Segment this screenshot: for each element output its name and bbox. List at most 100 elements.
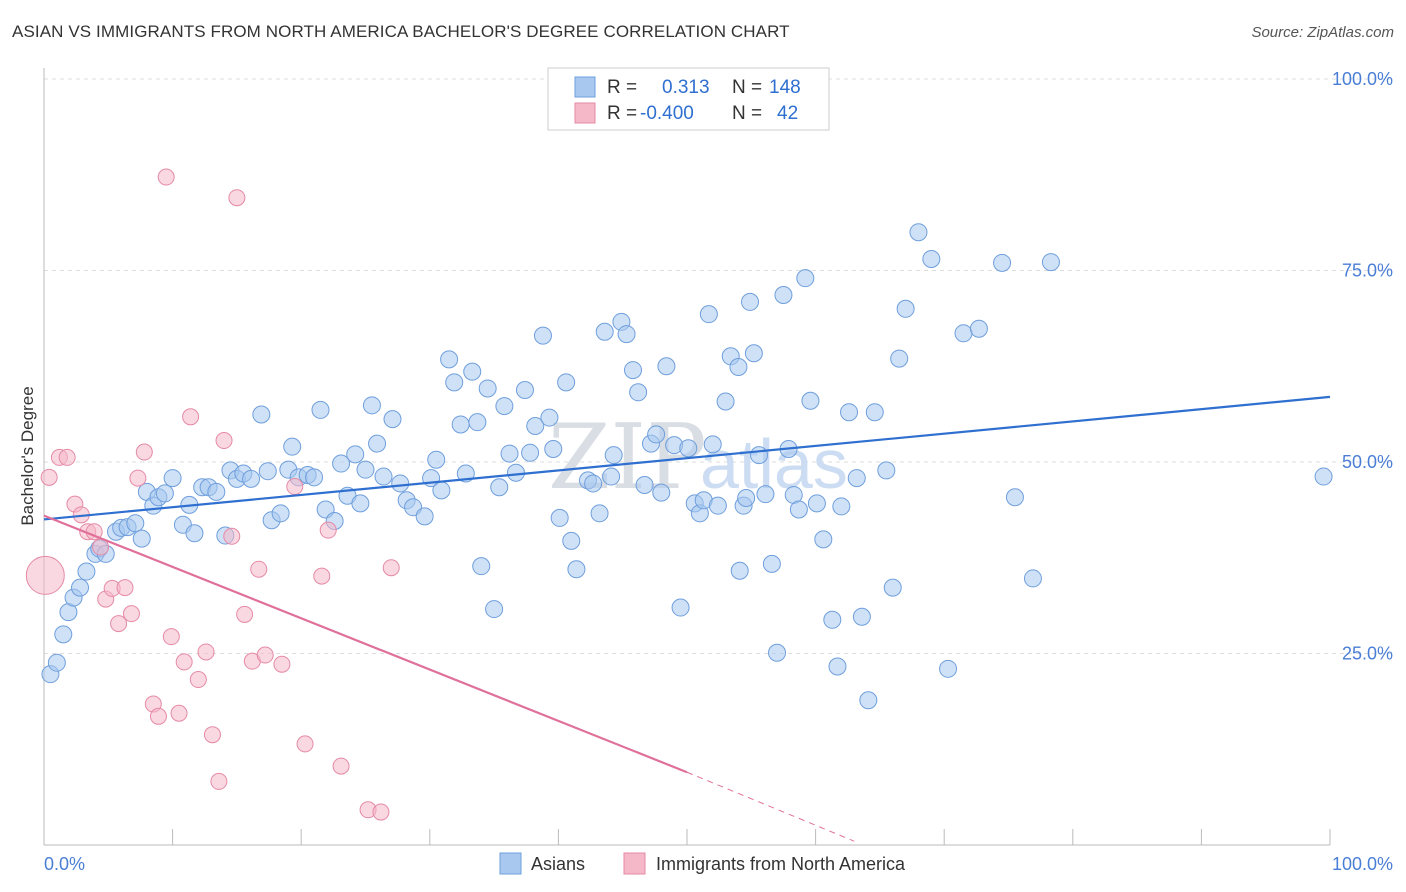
legend-r-label-2: R = [607,103,637,124]
data-point-asians [741,292,760,311]
legend-swatch-asians [574,76,596,98]
data-point-asians [1005,488,1024,507]
data-point-asians [271,504,290,523]
data-point-asians [383,410,402,429]
data-point-asians [629,383,648,402]
data-point-asians [744,344,763,363]
data-point-immigrants [175,653,193,671]
legend-r-value-2: -0.400 [640,103,694,124]
y-tick-label: 100.0% [1332,69,1393,89]
data-point-asians [859,691,878,710]
data-point-asians [77,562,96,581]
data-point-immigrants-large [25,555,65,595]
trend-line-immigrants [43,514,688,774]
data-point-asians [468,413,487,432]
data-point-asians [993,253,1012,272]
data-point-asians [584,474,603,493]
legend-box: R = 0.313 N = 148 R = -0.400 N = 42 [547,67,830,131]
series-asians-points [41,223,1333,710]
data-point-asians [852,607,871,626]
chart-title: ASIAN VS IMMIGRANTS FROM NORTH AMERICA B… [12,22,790,41]
data-point-asians [207,482,226,501]
data-point-immigrants [40,468,58,486]
data-point-asians [451,415,470,434]
data-point-immigrants [182,408,200,426]
watermark-zip: ZIP [548,405,707,510]
data-point-asians [332,454,351,473]
data-point-immigrants [157,168,175,186]
y-tick-label: 25.0% [1342,644,1393,664]
legend-n-value-1: 148 [769,77,801,98]
data-point-asians [922,250,941,269]
data-point-asians [840,403,859,422]
data-point-asians [506,463,525,482]
data-point-asians [132,529,151,548]
data-point-asians [716,392,735,411]
data-point-immigrants [129,469,147,487]
data-point-immigrants [236,605,254,623]
data-point-asians [305,468,324,487]
data-point-immigrants [256,646,274,664]
data-point-asians [374,467,393,486]
data-point-asians [671,598,690,617]
data-point-asians [155,484,174,503]
data-point-asians [544,439,563,458]
data-point-asians [283,437,302,456]
data-point-asians [1314,467,1333,486]
data-point-asians [737,489,756,508]
data-point-asians [652,483,671,502]
data-point-asians [890,349,909,368]
data-point-asians [730,561,749,580]
data-point-asians [729,358,748,377]
data-point-asians [242,469,261,488]
tick-labels: 100.0% 75.0% 50.0% 25.0% 0.0% 100.0% [44,69,1393,874]
data-point-asians [351,494,370,513]
data-point-asians [472,557,491,576]
series-immigrants-points [25,168,400,821]
data-point-asians [756,485,775,504]
data-point-asians [368,434,387,453]
data-point-asians [595,322,614,341]
data-point-asians [185,524,204,543]
data-point-immigrants [223,527,241,545]
trend-line-immigrants-extension [686,771,855,842]
data-point-asians [847,469,866,488]
data-point-asians [865,403,884,422]
data-point-asians [679,439,698,458]
data-point-asians [445,373,464,392]
data-point-asians [617,325,636,344]
data-point-asians [939,659,958,678]
data-point-immigrants [116,579,134,597]
data-point-asians [71,578,90,597]
data-point-asians [495,397,514,416]
data-point-asians [562,531,581,550]
bottom-legend-swatch-immigrants [623,852,646,875]
data-point-immigrants [170,704,188,722]
data-point-asians [635,475,654,494]
bottom-legend-swatch-asians [499,852,522,875]
data-point-asians [427,450,446,469]
data-point-immigrants [189,671,207,689]
data-point-asians [602,467,621,486]
data-point-immigrants [372,803,390,821]
data-point-asians [521,443,540,462]
data-point-immigrants [135,443,153,461]
data-point-asians [415,507,434,526]
data-point-asians [896,299,915,318]
data-point-asians [814,530,833,549]
data-point-asians [356,460,375,479]
data-point-asians [311,400,330,419]
data-point-asians [969,319,988,338]
data-point-asians [590,504,609,523]
y-tick-label: 50.0% [1342,452,1393,472]
data-point-immigrants [319,521,337,539]
data-point-immigrants [149,707,167,725]
data-point-immigrants [122,605,140,623]
data-point-asians [533,326,552,345]
x-tick-label-end: 100.0% [1332,854,1393,874]
bottom-legend-asians: Asians [531,854,585,874]
data-point-asians [391,474,410,493]
data-point-asians [54,625,73,644]
data-point-immigrants [110,615,128,633]
